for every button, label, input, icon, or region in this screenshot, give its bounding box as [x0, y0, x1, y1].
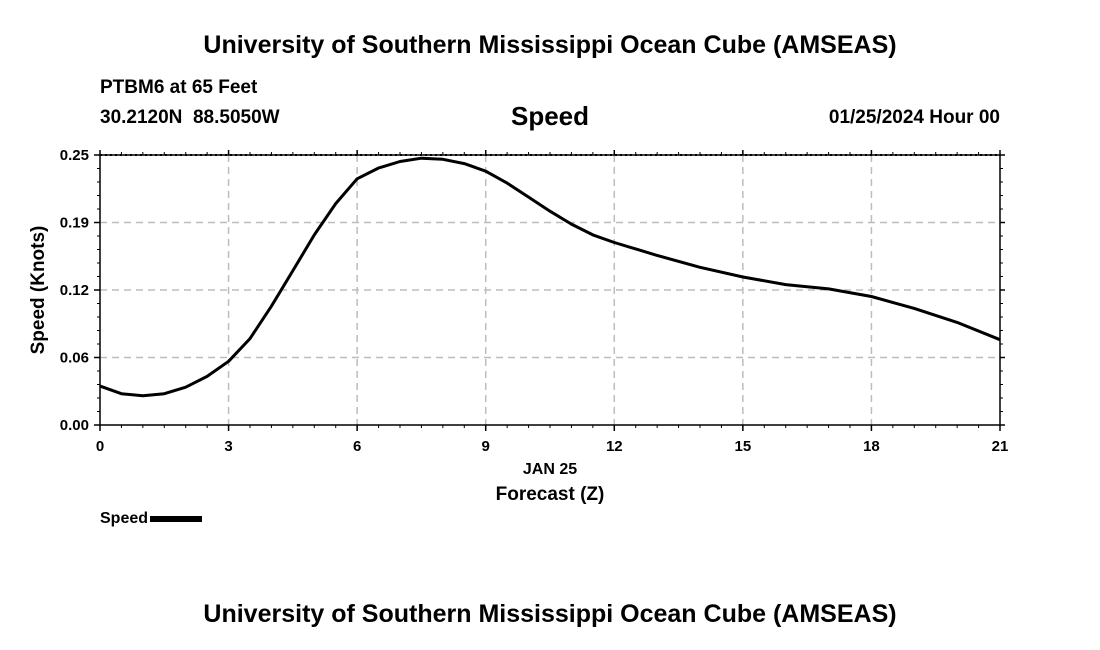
y-tick-label: 0.19 [60, 215, 89, 232]
chart-grid [100, 155, 1000, 425]
y-tick-label: 0.06 [60, 350, 89, 367]
x-tick-label: 6 [353, 438, 361, 455]
footer-title: University of Southern Mississippi Ocean… [203, 600, 897, 628]
y-tick-label: 0.12 [60, 282, 89, 299]
legend-label: Speed [100, 510, 149, 527]
y-tick-label: 0.25 [60, 147, 89, 164]
y-axis-label: Speed (Knots) [28, 226, 49, 355]
x-tick-label: 0 [96, 438, 104, 455]
chart-title: Speed [510, 101, 590, 131]
x-date-label: JAN 25 [523, 461, 577, 478]
x-tick-label: 21 [992, 438, 1009, 455]
x-tick-label: 3 [224, 438, 232, 455]
x-tick-label: 12 [606, 438, 623, 455]
x-tick-label: 15 [735, 438, 752, 455]
x-tick-label: 18 [863, 438, 880, 455]
speed-chart: 0 3 6 9 12 15 18 21 0.00 0.06 0.12 0.19 0.25 JAN 25… [28, 147, 1009, 505]
station-label: PTBM6 at 65 Feet [100, 77, 258, 98]
y-tick-label: 0.00 [60, 417, 89, 434]
y-axis-ticks: 0.00 0.06 0.12 0.19 0.25 [60, 147, 1005, 434]
x-tick-label: 9 [482, 438, 490, 455]
legend-swatch [150, 515, 203, 522]
x-axis-label: Forecast (Z) [496, 484, 605, 505]
page-title: University of Southern Mississippi Ocean… [203, 31, 897, 59]
coordinates-label: 30.2120N 88.5050W [100, 107, 280, 128]
legend: Speed [100, 510, 203, 528]
forecast-datetime: 01/25/2024 Hour 00 [828, 107, 1000, 128]
speed-series-line [99, 156, 1001, 398]
x-axis-ticks: 0 3 6 9 12 15 18 21 [96, 150, 1009, 455]
